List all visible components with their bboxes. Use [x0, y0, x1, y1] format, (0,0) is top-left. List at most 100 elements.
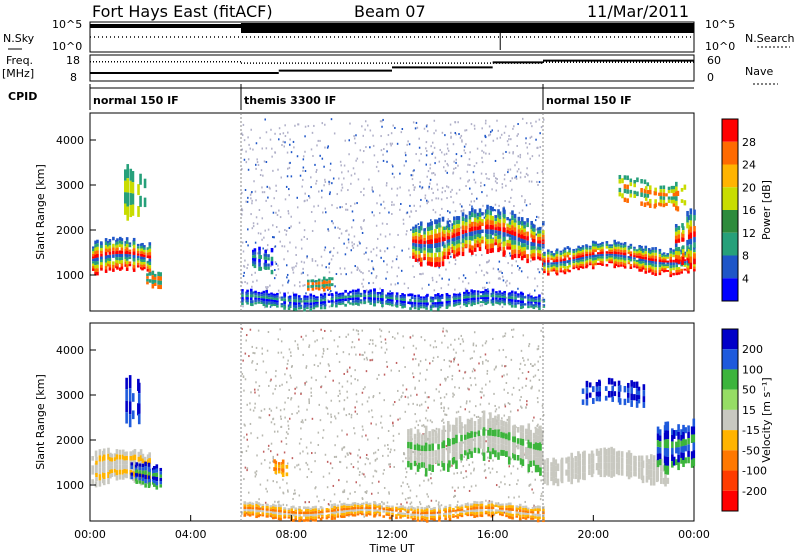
- power-cell: [100, 251, 103, 254]
- velocity-cell: [461, 509, 464, 511]
- velocity-speckle: [511, 359, 513, 361]
- velocity-speckle: [375, 452, 377, 454]
- velocity-speckle: [258, 330, 260, 332]
- velocity-speckle: [314, 364, 316, 366]
- power-cell: [309, 302, 312, 305]
- power-cell: [443, 255, 446, 259]
- power-cell: [446, 306, 449, 308]
- power-cell: [425, 298, 428, 300]
- velocity-speckle: [327, 348, 329, 350]
- power-speckle: [427, 130, 429, 132]
- velocity-speckle: [269, 414, 271, 416]
- power-speckle: [530, 260, 532, 262]
- power-cell: [495, 297, 498, 299]
- velocity-speckle: [404, 366, 406, 368]
- power-speckle: [495, 180, 497, 182]
- velocity-speckle: [419, 404, 421, 406]
- power-speckle: [272, 236, 274, 238]
- power-cell: [486, 215, 489, 220]
- power-cell: [514, 300, 517, 303]
- power-cell: [518, 246, 521, 250]
- velocity-speckle: [357, 468, 359, 470]
- power-cell: [462, 234, 465, 238]
- power-speckle: [460, 306, 462, 308]
- power-speckle: [536, 181, 538, 183]
- power-cell: [597, 263, 600, 265]
- velocity-cell: [340, 508, 343, 510]
- power-speckle: [334, 227, 336, 229]
- power-speckle: [484, 135, 486, 137]
- power-cell: [491, 243, 494, 248]
- velocity-speckle: [327, 486, 329, 488]
- power-cell: [342, 297, 345, 299]
- power-cell: [409, 299, 412, 302]
- power-cell: [455, 300, 458, 302]
- power-cell: [620, 245, 623, 247]
- power-cell: [568, 257, 571, 259]
- velocity-cell: [249, 509, 252, 511]
- power-cell: [446, 301, 449, 303]
- power-cell: [556, 249, 559, 252]
- power-speckle: [407, 140, 409, 142]
- power-speckle: [373, 214, 375, 216]
- power-cell: [412, 243, 415, 246]
- power-cell: [154, 283, 157, 286]
- velocity-speckle: [458, 338, 460, 340]
- power-speckle: [363, 188, 365, 190]
- velocity-speckle: [425, 359, 427, 361]
- power-cell: [678, 267, 681, 270]
- power-speckle: [510, 138, 512, 140]
- power-speckle: [511, 177, 512, 179]
- power-cell: [473, 290, 476, 292]
- power-cell: [276, 303, 279, 305]
- power-speckle: [363, 279, 365, 281]
- power-speckle: [447, 163, 449, 165]
- power-cell: [597, 248, 600, 250]
- power-speckle: [354, 137, 356, 139]
- power-cell: [137, 263, 140, 265]
- velocity-speckle: [485, 342, 487, 344]
- velocity-cell: [333, 509, 336, 512]
- velocity-cell: [288, 513, 291, 515]
- power-cell: [494, 221, 497, 224]
- power-cell: [666, 266, 669, 268]
- power-cell: [610, 256, 613, 258]
- velocity-cell: [378, 505, 381, 507]
- velocity-speckle: [307, 476, 309, 478]
- velocity-speckle: [286, 482, 288, 484]
- power-cell: [503, 219, 506, 224]
- velocity-cell: [476, 507, 479, 510]
- velocity-speckle: [431, 482, 433, 484]
- velocity-speckle: [441, 407, 443, 409]
- velocity-cell: [318, 508, 321, 510]
- power-speckle: [432, 142, 434, 144]
- velocity-cell: [348, 504, 351, 506]
- power-cell: [568, 253, 571, 255]
- power-cell: [642, 255, 645, 257]
- power-speckle: [422, 186, 424, 188]
- power-cell: [441, 296, 444, 299]
- power-speckle: [503, 157, 505, 159]
- power-cell: [523, 236, 526, 240]
- power-speckle: [432, 192, 434, 194]
- velocity-cell: [307, 519, 310, 522]
- power-cell: [434, 297, 437, 300]
- power-cell: [495, 291, 498, 293]
- power-cell: [318, 282, 321, 285]
- power-speckle: [343, 177, 345, 179]
- power-speckle: [271, 148, 273, 150]
- power-cell: [409, 307, 412, 310]
- power-cell: [270, 297, 273, 299]
- velocity-speckle: [396, 503, 398, 505]
- velocity-speckle: [412, 358, 414, 360]
- power-cell: [594, 241, 597, 244]
- power-cell: [295, 305, 298, 308]
- velocity-speckle: [298, 406, 300, 408]
- power-speckle: [385, 278, 387, 280]
- velocity-cell: [284, 510, 287, 512]
- velocity-cell: [407, 515, 410, 517]
- power-speckle: [541, 126, 543, 128]
- power-speckle: [532, 155, 534, 157]
- power-cell: [309, 294, 312, 297]
- power-cell: [539, 244, 542, 247]
